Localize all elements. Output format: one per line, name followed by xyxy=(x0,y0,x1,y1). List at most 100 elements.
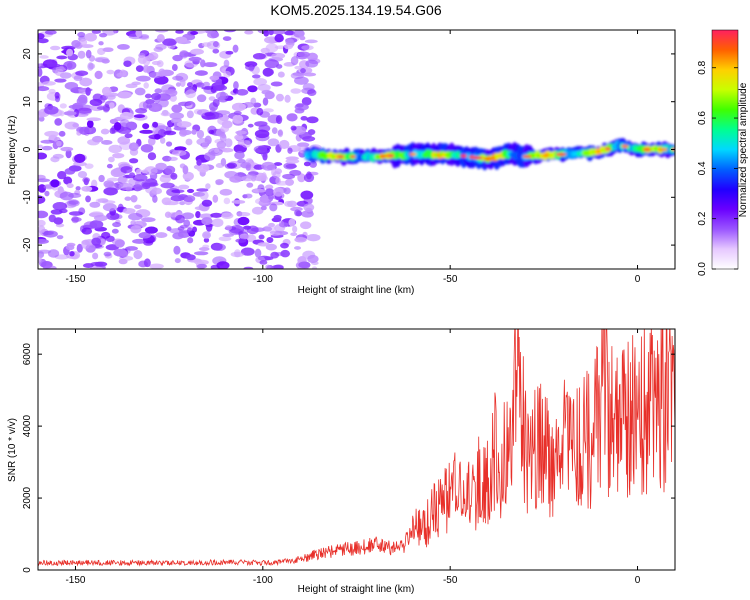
heatmap-noise-cell xyxy=(102,104,111,112)
heatmap-noise-cell xyxy=(46,63,61,68)
heatmap-noise-cell xyxy=(223,70,232,78)
heatmap-signal-peak xyxy=(604,147,611,151)
heatmap-noise-cell xyxy=(186,110,194,119)
heatmap-noise-cell xyxy=(303,173,315,183)
heatmap-noise-cell xyxy=(38,238,49,244)
heatmap-noise-cell xyxy=(257,242,270,247)
heatmap-noise-cell xyxy=(89,220,104,229)
heatmap-noise-cell xyxy=(204,151,216,161)
heatmap-noise-cell xyxy=(164,165,176,175)
heatmap-noise-cell xyxy=(297,173,306,183)
heatmap-noise-cell xyxy=(94,70,103,80)
heatmap-noise-cell xyxy=(134,204,142,209)
heatmap-noise-cell xyxy=(196,263,208,269)
heatmap-noise-cell xyxy=(196,159,202,166)
heatmap-noise-cell xyxy=(186,188,195,193)
heatmap-noise-cell xyxy=(264,90,275,100)
heatmap-noise-cell xyxy=(122,208,136,214)
heatmap-noise-cell xyxy=(287,147,293,154)
heatmap-noise-cell xyxy=(199,213,214,219)
heatmap-noise-cell xyxy=(44,130,59,137)
heatmap-noise-cell xyxy=(175,214,185,224)
heatmap-noise-cell xyxy=(66,183,74,189)
heatmap-noise-cell xyxy=(244,193,253,199)
snr-x-label: Height of straight line (km) xyxy=(298,584,415,595)
heatmap-noise-cell xyxy=(101,231,111,239)
heatmap-noise-cell xyxy=(252,52,266,60)
heatmap-noise-cell xyxy=(81,185,93,192)
heatmap-noise-cell xyxy=(159,137,166,144)
heatmap-noise-cell xyxy=(153,105,160,111)
heatmap-noise-cell xyxy=(268,30,274,36)
heatmap-noise-cell xyxy=(300,190,314,200)
heatmap-noise-cell xyxy=(115,239,125,248)
heatmap-noise-cell xyxy=(207,31,220,39)
heatmap-noise-cell xyxy=(135,108,148,114)
heatmap-noise-cell xyxy=(210,212,223,218)
heatmap-noise-cell xyxy=(147,152,157,161)
heatmap-noise-cell xyxy=(277,71,285,78)
heatmap-noise-cell xyxy=(112,152,125,159)
heatmap-noise-cell xyxy=(69,250,75,257)
heatmap-noise-cell xyxy=(124,133,133,139)
heatmap-noise-cell xyxy=(244,30,254,35)
snr-y-tick-label: 4000 xyxy=(22,415,33,438)
heatmap-noise-cell xyxy=(272,171,281,179)
heatmap-noise-cell xyxy=(171,189,185,194)
heatmap-noise-cell xyxy=(271,52,286,59)
heatmap-noise-cell xyxy=(81,227,93,235)
heatmap-noise-cell xyxy=(98,174,105,183)
heatmap-noise-cell xyxy=(56,55,68,60)
heatmap-noise-cell xyxy=(176,121,192,128)
heatmap-noise-cell xyxy=(118,182,134,191)
heatmap-noise-cell xyxy=(260,205,267,211)
heatmap-noise-cell xyxy=(223,30,237,33)
heatmap-noise-cell xyxy=(135,168,143,176)
heatmap-noise-cell xyxy=(285,156,299,161)
heatmap-noise-cell xyxy=(306,116,319,124)
colorbar-gradient xyxy=(711,29,739,270)
heatmap-noise-cell xyxy=(262,97,269,106)
heatmap-noise-cell xyxy=(108,144,123,154)
heatmap-noise-cell xyxy=(71,40,81,48)
heatmap-noise-cell xyxy=(245,158,253,163)
heatmap-noise-cell xyxy=(246,225,259,235)
heatmap-noise-cell xyxy=(280,242,289,249)
heatmap-noise-cell xyxy=(133,250,143,260)
heatmap-noise-cell xyxy=(110,168,124,178)
heatmap-noise-cell xyxy=(191,129,197,135)
heatmap-noise-cell xyxy=(63,111,77,116)
heatmap-noise-cell xyxy=(106,69,115,75)
heatmap-noise-cell xyxy=(76,243,83,253)
heatmap-noise-cell xyxy=(43,230,58,238)
heatmap-noise-cell xyxy=(240,247,255,256)
heatmap-noise-cell xyxy=(41,145,53,151)
heatmap-noise-cell xyxy=(141,217,156,223)
heatmap-noise-cell xyxy=(288,218,296,227)
heatmap-noise-cell xyxy=(38,38,49,44)
heatmap-noise-cell xyxy=(286,113,298,122)
heatmap-signal-peak xyxy=(336,155,345,159)
heatmap-noise-cell xyxy=(132,174,148,182)
heatmap-noise-cell xyxy=(86,120,94,128)
heatmap-noise-cell xyxy=(262,226,273,232)
heatmap-noise-cell xyxy=(284,43,293,50)
heatmap-noise-cell xyxy=(162,38,177,46)
heatmap-noise-cell xyxy=(223,197,231,205)
heatmap-noise-cell xyxy=(89,201,101,208)
heatmap-noise-cell xyxy=(233,110,242,116)
heatmap-noise-cell xyxy=(304,39,318,44)
heatmap-noise-cell xyxy=(172,75,184,81)
heatmap-noise-cell xyxy=(101,140,113,145)
heatmap-noise-cell xyxy=(290,125,297,131)
colorbar-label: Normalized spectral amplitude xyxy=(738,82,749,217)
heatmap-noise-cell xyxy=(121,111,131,116)
heatmap-noise-cell xyxy=(311,261,319,266)
heatmap-noise-cell xyxy=(105,244,120,251)
heatmap-noise-cell xyxy=(267,138,280,147)
heatmap-noise-cell xyxy=(93,214,108,222)
heatmap-noise-cell xyxy=(119,69,127,77)
heatmap-noise-cell xyxy=(143,258,151,268)
heatmap-noise-cell xyxy=(224,138,233,148)
